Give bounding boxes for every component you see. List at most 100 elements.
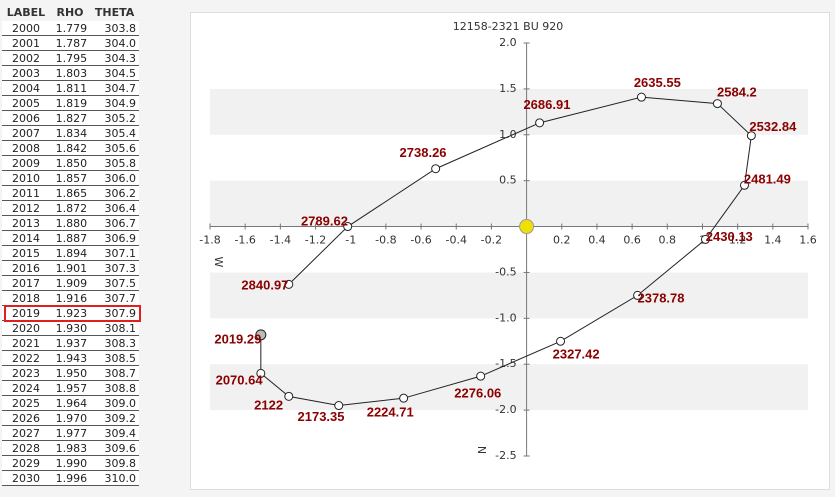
table-cell: 2008 (2, 140, 50, 156)
table-row[interactable]: 2027 1.977 309.4 (2, 425, 139, 441)
table-row[interactable]: 2026 1.970 309.2 (2, 410, 139, 426)
table-cell: 1.983 (49, 440, 91, 456)
table-cell: 1.787 (49, 35, 91, 51)
table-cell: 2011 (2, 185, 50, 201)
table-cell: 1.819 (49, 95, 91, 111)
table-cell: 1.872 (49, 200, 91, 216)
y-axis-label: N (475, 446, 488, 454)
table-row[interactable]: 2023 1.950 308.7 (2, 365, 139, 381)
table-cell: 2002 (2, 50, 50, 66)
table-cell: 2015 (2, 245, 50, 261)
table-cell: 1.803 (49, 65, 91, 81)
table-row[interactable]: 2030 1.996 310.0 (2, 470, 139, 486)
table-cell: 2021 (2, 335, 50, 351)
grid-band (210, 272, 808, 319)
grid-band (210, 88, 808, 135)
table-cell: 1.937 (49, 335, 91, 351)
table-cell: 2014 (2, 230, 50, 246)
y-tick-label: 1.0 (499, 128, 517, 141)
table-row[interactable]: 2028 1.983 309.6 (2, 440, 139, 456)
x-tick-label: 1.4 (764, 234, 782, 247)
table-cell: 2029 (2, 455, 50, 471)
table-row[interactable]: 2003 1.803 304.5 (2, 65, 139, 81)
table-row[interactable]: 2002 1.795 304.3 (2, 50, 139, 66)
table-row[interactable]: 2011 1.865 306.2 (2, 185, 139, 201)
table-cell: 309.2 (90, 410, 139, 426)
table-cell: 2028 (2, 440, 50, 456)
table-row[interactable]: 2012 1.872 306.4 (2, 200, 139, 216)
table-row[interactable]: 2017 1.909 307.5 (2, 275, 139, 291)
table-body: 2000 1.779 303.8 2001 1.787 304.0 2002 1.795 304… (2, 21, 139, 486)
table-cell: 1.996 (49, 470, 91, 486)
table-cell: 2016 (2, 260, 50, 276)
table-row[interactable]: 2001 1.787 304.0 (2, 35, 139, 51)
table-row[interactable]: 2018 1.916 307.7 (2, 290, 139, 306)
point-label: 2738.26 (400, 145, 447, 160)
table-cell: 1.970 (49, 410, 91, 426)
table-row[interactable]: 2024 1.957 308.8 (2, 380, 139, 396)
data-point (399, 393, 409, 403)
table-row[interactable]: 2029 1.990 309.8 (2, 455, 139, 471)
table-row[interactable]: 2021 1.937 308.3 (2, 335, 139, 351)
table-row[interactable]: 2015 1.894 307.1 (2, 245, 139, 261)
table-row[interactable]: 2000 1.779 303.8 (2, 21, 139, 36)
table-row[interactable]: 2025 1.964 309.0 (2, 395, 139, 411)
table-cell: 1.894 (49, 245, 91, 261)
table-row[interactable]: 2022 1.943 308.5 (2, 350, 139, 366)
table-cell: 306.0 (90, 170, 139, 186)
table-cell: 2026 (2, 410, 50, 426)
x-tick-label: 0.8 (659, 234, 677, 247)
table-cell: 1.887 (49, 230, 91, 246)
x-tick-label: -1.2 (305, 234, 326, 247)
table-cell: 2020 (2, 320, 50, 336)
point-label: 2276.06 (454, 385, 501, 400)
table-cell: 2017 (2, 275, 50, 291)
data-point (740, 180, 750, 190)
data-point (255, 329, 267, 341)
y-tick-label: -1.0 (495, 311, 516, 324)
table-row[interactable]: 2006 1.827 305.2 (2, 110, 139, 126)
table-cell: 1.827 (49, 110, 91, 126)
table-cell: 307.3 (90, 260, 139, 276)
table-row[interactable]: 2014 1.887 306.9 (2, 230, 139, 246)
table-cell: 2030 (2, 470, 50, 486)
table-cell: 305.2 (90, 110, 139, 126)
x-tick-label: -0.2 (481, 234, 502, 247)
point-label: 2019.29 (214, 332, 261, 347)
table-row[interactable]: 2020 1.930 308.1 (2, 320, 139, 336)
table-cell: 308.5 (90, 350, 139, 366)
table-cell: 2007 (2, 125, 50, 141)
x-tick-label: 0.4 (588, 234, 606, 247)
y-tick-label: -2.0 (495, 403, 516, 416)
table-cell: 1.834 (49, 125, 91, 141)
table-row[interactable]: 2004 1.811 304.7 (2, 80, 139, 96)
table-cell: 2019 (2, 305, 50, 321)
table-cell: 2018 (2, 290, 50, 306)
grid-band (210, 364, 808, 411)
point-label: 2584.2 (717, 85, 757, 100)
table-cell: 1.850 (49, 155, 91, 171)
table-row[interactable]: 2016 1.901 307.3 (2, 260, 139, 276)
table-cell: 306.9 (90, 230, 139, 246)
table-row[interactable]: 2008 1.842 305.6 (2, 140, 139, 156)
table-cell: 308.7 (90, 365, 139, 381)
table-row[interactable]: 2005 1.819 304.9 (2, 95, 139, 111)
table-cell: 1.977 (49, 425, 91, 441)
x-tick-label: 1.6 (799, 234, 817, 247)
table-row[interactable]: 2009 1.850 305.8 (2, 155, 139, 171)
table-cell: 2009 (2, 155, 50, 171)
x-tick-label: -1.6 (234, 234, 255, 247)
table-cell: 305.6 (90, 140, 139, 156)
point-label: 2686.91 (523, 97, 570, 112)
table-cell: 2001 (2, 35, 50, 51)
table-row[interactable]: 2019 1.923 307.9 (2, 305, 139, 321)
x-tick-label: 0.6 (623, 234, 641, 247)
table-cell: 2023 (2, 365, 50, 381)
table-row[interactable]: 2010 1.857 306.0 (2, 170, 139, 186)
table-row[interactable]: 2007 1.834 305.4 (2, 125, 139, 141)
table-row[interactable]: 2013 1.880 306.7 (2, 215, 139, 231)
data-point (556, 336, 566, 346)
data-point (746, 131, 756, 141)
primary-marker (519, 219, 535, 235)
